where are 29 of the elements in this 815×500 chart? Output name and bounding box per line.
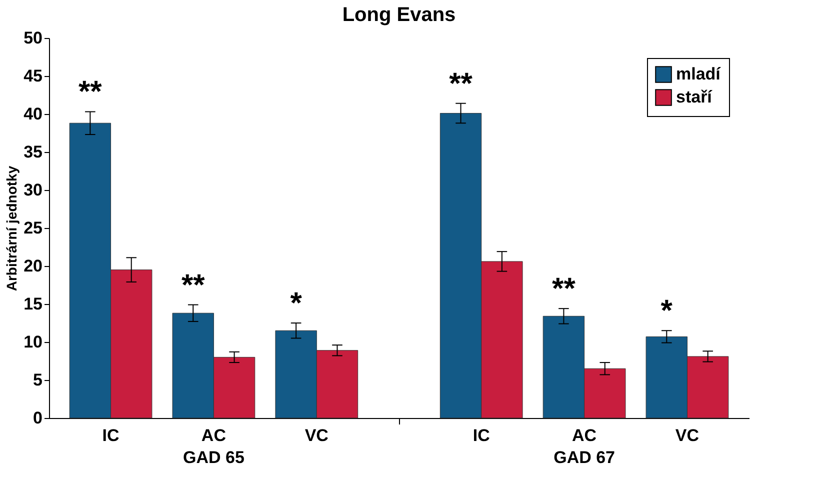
y-tick-label: 15 (24, 294, 42, 314)
legend-label: staří (676, 88, 714, 106)
y-tick-label: 25 (24, 218, 42, 238)
x-tick-label: AC (572, 426, 597, 445)
y-tick-label: 10 (24, 332, 42, 352)
y-tick-label: 5 (33, 370, 42, 390)
y-tick-label: 50 (24, 28, 42, 48)
annotation: * (660, 294, 673, 328)
x-tick-label: IC (472, 426, 490, 445)
y-tick-label: 45 (24, 66, 42, 86)
annotation: ** (181, 268, 206, 302)
legend-label: mladí (676, 64, 722, 84)
annotation: ** (552, 272, 576, 306)
annotation: * (290, 287, 302, 320)
annotation: ** (449, 67, 473, 100)
y-axis-title: Arbitrární jednotky (4, 166, 20, 292)
y-tick-label: 35 (24, 142, 42, 162)
y-tick-label: 20 (24, 256, 42, 276)
text: GAD 65 (182, 448, 244, 467)
x-tick-label: VC (304, 426, 328, 445)
y-tick-label: 30 (24, 180, 42, 200)
x-tick-label: VC (675, 426, 700, 445)
x-tick-label: AC (201, 426, 226, 445)
y-tick-label: 0 (33, 408, 42, 428)
text: GAD 67 (554, 448, 616, 467)
x-tick-label: IC (102, 426, 120, 445)
chart-title: Long Evans (342, 4, 456, 26)
annotation: ** (78, 76, 102, 109)
y-tick-label: 40 (24, 104, 42, 124)
